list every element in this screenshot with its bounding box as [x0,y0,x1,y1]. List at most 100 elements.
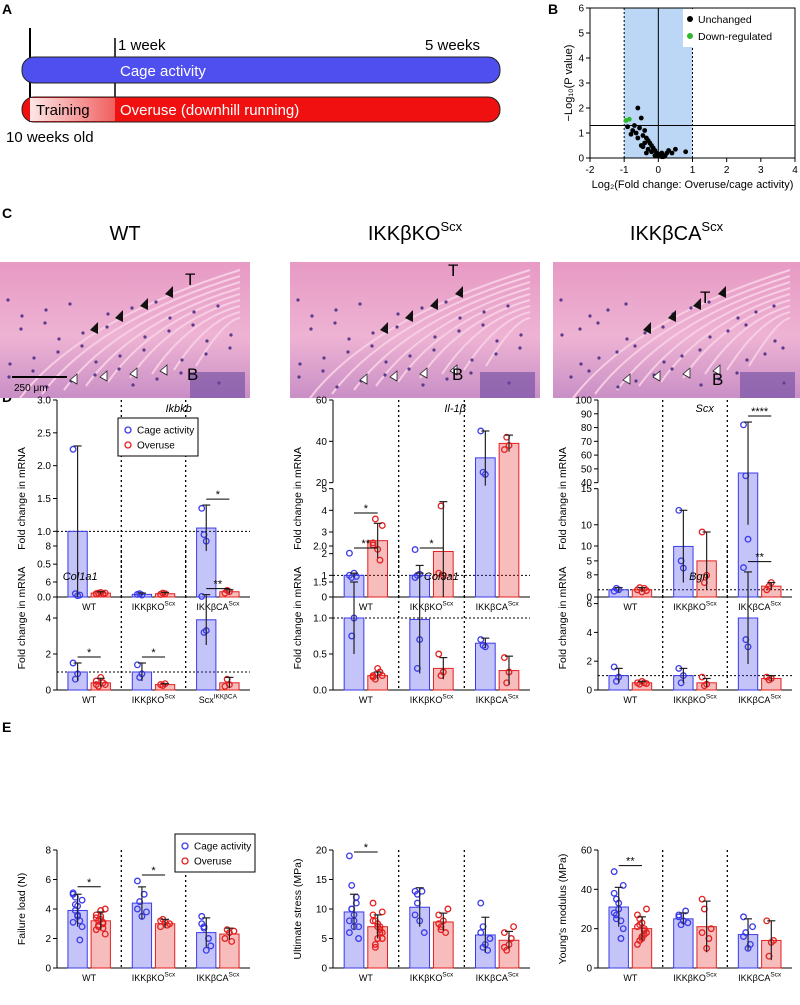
data-point [369,673,377,681]
data-point [228,938,236,945]
nucleus [117,367,121,371]
nucleus [106,312,110,316]
data-point [138,591,146,599]
y-axis-label: Fold change in mRNA [292,447,304,550]
chart-title: Col1a1 [63,571,98,583]
data-point [740,913,747,921]
point [630,128,636,133]
x-tick-label: WT [623,602,637,612]
arrowhead-open [622,373,631,385]
x-tick-label: WT [82,973,96,983]
data-point [378,935,386,942]
data-point [411,911,419,919]
data-point [69,918,77,926]
data-point [643,587,650,594]
y-axis-label: Fold change in mRNA [16,567,28,670]
nucleus [506,304,510,308]
y-tick-label: 1 [578,129,584,140]
y-tick-label: 15 [316,875,328,886]
legend-marker [124,441,132,449]
overuse-bar [21,96,501,123]
fiber [682,299,791,379]
arrowhead [405,310,413,322]
nucleus [167,329,171,333]
point [643,150,649,156]
nucleus [495,339,499,343]
nucleus [588,314,592,318]
x-tick-label: WT [623,973,637,983]
data-point [500,943,508,951]
data-point [617,935,625,942]
data-point [157,917,165,925]
nucleus [43,321,47,325]
data-point [435,650,443,658]
x-tick-label: IKKβKOScx [673,600,717,612]
data-point [166,920,174,928]
timeline-label: Cage activity [120,63,206,80]
nucleus [57,337,61,341]
nucleus [395,325,399,329]
nucleus [32,356,36,360]
nucleus [587,369,591,373]
fiber [594,275,791,395]
nucleus [68,302,72,306]
nucleus [559,298,563,302]
y-tick-label: 0 [586,593,592,604]
nucleus [470,358,474,362]
x-tick-label: IKKβKOScx [132,971,176,983]
y-tick-label: 2.0 [37,461,51,472]
label-part: Scx [770,971,782,978]
data-point [371,940,379,948]
x-tick-label: WT [82,695,96,705]
cage-bar [21,56,501,84]
nucleus [396,312,400,316]
fiber [704,305,791,375]
label-part: Scx [229,600,241,607]
label-part: Scx [164,971,176,978]
fiber [375,287,531,387]
data-point [500,446,508,454]
arrowhead [115,310,123,322]
significance-label: * [87,647,92,659]
nucleus [19,327,23,331]
significance-label: * [151,865,156,877]
data-point [133,877,141,885]
point [635,135,641,141]
nucleus [191,323,195,327]
x-tick-label: 2 [724,165,730,176]
arrowhead [90,322,98,334]
bone-region [190,372,245,398]
y-tick-label: 6 [45,578,51,589]
x-tick-label: IKKβCAScx [476,600,520,612]
x-tick-label: WT [82,602,96,612]
y-tick-label: 2 [45,650,51,661]
nucleus [773,339,777,343]
arrowhead-open [712,364,721,376]
tissue-label: T [185,270,195,289]
label-part: WT [82,695,96,705]
label-part: Scx [442,693,454,700]
nucleus [432,348,436,352]
arrowhead-open [652,370,661,382]
y-tick-label: 2.0 [313,542,327,553]
label-part: IKKβKO [410,973,443,983]
data-point [684,919,692,927]
y-tick-label: 40 [316,437,328,448]
y-tick-label: 5 [586,556,592,567]
nucleus [81,331,85,335]
label-part: WT [359,602,373,612]
legend-label: Unchanged [698,14,752,26]
label-part: IKKβCA [738,973,770,983]
label-part: IKKβKO [132,695,165,705]
data-point [477,636,485,644]
nucleus [31,369,35,373]
nucleus [298,362,302,366]
y-tick-label: 0.5 [37,560,51,571]
timeline-label: 1 week [118,37,166,54]
data-point [444,905,452,913]
y-axis-label: −Log₁₀(P value) [563,45,575,122]
fiber [19,269,241,399]
nucleus [662,360,666,364]
data-point [92,677,100,685]
x-tick-label: IKKβKOScx [410,693,454,705]
